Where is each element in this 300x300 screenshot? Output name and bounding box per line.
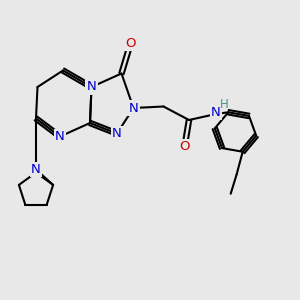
Text: N: N <box>211 106 221 119</box>
Text: N: N <box>55 130 65 143</box>
Text: O: O <box>125 37 136 50</box>
Text: N: N <box>112 127 122 140</box>
Text: O: O <box>179 140 190 154</box>
Text: H: H <box>220 98 229 111</box>
Text: N: N <box>87 80 96 94</box>
Text: N: N <box>31 163 41 176</box>
Text: N: N <box>129 101 138 115</box>
